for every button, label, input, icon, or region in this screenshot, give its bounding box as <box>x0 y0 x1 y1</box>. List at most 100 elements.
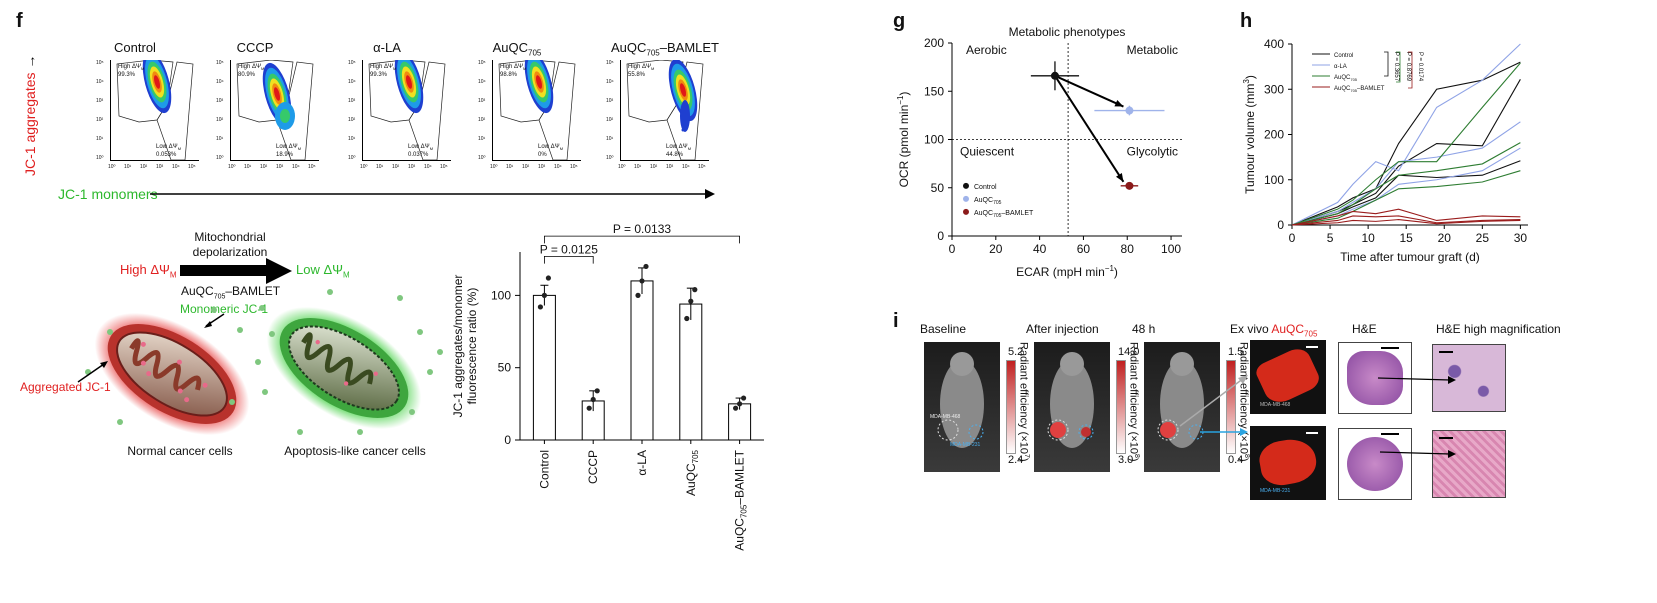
mito-schematic: Mitochondrial depolarization High ΔΨM Lo… <box>0 222 460 462</box>
y-axis-label: JC-1 aggregates/monomerfluorescence rati… <box>451 275 479 418</box>
y-tick-label: 0 <box>1277 218 1284 232</box>
flow-x-tick: 10³ <box>156 164 164 170</box>
depolarization-arrow <box>180 258 292 284</box>
high-dpsi-gate-label: High ΔΨM 99.3% <box>370 64 397 79</box>
colorbar-max: 1.5 <box>1228 346 1244 358</box>
data-point <box>635 292 641 298</box>
legend-suffix: –BAMLET <box>1001 210 1034 217</box>
series-line <box>1291 62 1521 226</box>
imaging-column-header: Ex vivo AuQC705 <box>1230 322 1318 339</box>
ex-vivo-signal <box>1256 435 1320 489</box>
y-label-close: ) <box>1243 75 1257 79</box>
tumour-signal <box>1050 422 1066 438</box>
legend-label: Control <box>1334 53 1353 59</box>
data-point <box>590 396 596 403</box>
legend-label: AuQC705–BAMLET <box>974 210 1034 219</box>
cell-line-231-label: MDA-MB-231 <box>1260 488 1291 494</box>
tumour-circle-468 <box>1047 419 1069 441</box>
quadrant-quiescent: Quiescent <box>960 145 1015 159</box>
mouse-head <box>950 352 974 376</box>
flow-x-tick: 10² <box>650 164 658 170</box>
y-axis-label-line2: fluorescence ratio (%) <box>465 288 479 405</box>
x-tick-label: 80 <box>1121 242 1135 256</box>
mouse-head <box>1060 352 1084 376</box>
density-contour <box>405 75 413 89</box>
y-axis-label-line1: JC-1 aggregates/monomer <box>451 275 465 418</box>
low-dpsi-gate-label: Low ΔΨM 0% <box>538 144 564 159</box>
y-tick-label: 100 <box>491 288 511 302</box>
colorbar-max: 5.2 <box>1008 346 1024 358</box>
data-point <box>733 405 739 411</box>
jc1-monomer-dots <box>85 289 443 435</box>
flow-y-tick: 10³ <box>216 98 224 104</box>
flow-y-tick: 10¹ <box>606 136 614 142</box>
data-point <box>684 315 690 322</box>
flow-y-tick: 10² <box>478 117 486 123</box>
series-line <box>1291 142 1521 226</box>
series-line <box>1291 170 1521 226</box>
density-contour <box>535 75 543 89</box>
cell-line-231-label: MDA-MB-231 <box>950 442 981 448</box>
flow-y-tick: 10⁴ <box>606 79 614 85</box>
flow-plot-title: AuQC705 <box>492 40 542 58</box>
flow-y-tick: 10¹ <box>478 136 486 142</box>
he-high-mag-image <box>1432 344 1506 412</box>
monomers-arrow <box>150 189 715 199</box>
flow-x-tick: 10⁰ <box>360 164 368 170</box>
flow-x-tick: 10³ <box>666 164 674 170</box>
y-tick-label: 0 <box>504 433 511 447</box>
x-tick-label: 0 <box>1289 231 1296 245</box>
flow-y-tick: 10⁰ <box>606 155 614 161</box>
flow-x-tick: 10⁴ <box>292 164 300 170</box>
tumour-circle-468 <box>1157 419 1179 441</box>
legend-sub: 705 <box>1350 88 1357 93</box>
aggregated-jc1-label: Aggregated JC-1 <box>20 380 111 394</box>
cell-line-468-label: MDA-MB-468 <box>930 414 961 420</box>
y-tick-label: 300 <box>1264 82 1284 96</box>
p-value-1: P = 0.0125 <box>540 242 598 256</box>
high-dpsi-gate-label: High ΔΨM 80.9% <box>238 64 265 79</box>
flow-x-tick: 10⁴ <box>682 164 690 170</box>
density-point <box>681 128 685 132</box>
flow-plot-title: CCCP <box>236 40 274 55</box>
flow-y-tick: 10³ <box>478 98 486 104</box>
chart-title: Metabolic phenotypes <box>1009 25 1126 39</box>
flow-x-tick: 10⁵ <box>440 164 448 170</box>
flow-x-tick: 10³ <box>538 164 546 170</box>
depol-line2: depolarization <box>192 245 268 259</box>
flow-y-tick: 10⁰ <box>216 155 224 161</box>
flow-density-plot <box>498 60 576 160</box>
data-point <box>1125 106 1134 115</box>
flow-x-tick: 10⁵ <box>570 164 578 170</box>
y-tick-label: 100 <box>1264 173 1284 187</box>
x-tick-label: 100 <box>1161 242 1181 256</box>
scale-bar <box>1381 433 1399 435</box>
x-axis-label: Time after tumour graft (d) <box>1340 250 1480 264</box>
pvalue-bracket <box>1396 51 1401 83</box>
he-tissue <box>1347 351 1403 405</box>
label-part: AuQC <box>733 518 747 551</box>
y-tick-label: 150 <box>924 84 944 98</box>
x-tick-label: 60 <box>1077 242 1091 256</box>
data-point <box>541 292 547 298</box>
imaging-column-header: H&E high magnification <box>1436 322 1561 336</box>
flow-x-tick: 10⁰ <box>108 164 116 170</box>
y-label-exp: −1 <box>896 95 905 105</box>
y-axis-label: OCR (pmol min−1) <box>896 92 911 188</box>
flow-plot-axes <box>492 60 581 161</box>
imaging-panel: Baseline After injection 48 h Ex vivo AuQC7… <box>910 320 1650 500</box>
legend-marker <box>963 208 969 215</box>
y-tick-label: 0 <box>937 229 944 243</box>
agent-label: AuQC705–BAMLET <box>181 284 281 301</box>
flow-y-tick: 10⁴ <box>216 79 224 85</box>
flow-y-tick: 10² <box>348 117 356 123</box>
legend-label: AuQC705–BAMLET <box>1334 86 1385 93</box>
panel-i-label: i <box>893 310 899 332</box>
flow-y-tick: 10¹ <box>216 136 224 142</box>
jc1-ratio-bar-chart: 0 50 100 JC-1 aggregates/monomerfluorescenc… <box>451 222 764 551</box>
cell-line-468-label: MDA-MB-468 <box>1260 402 1291 408</box>
he-low-mag-image <box>1338 428 1412 500</box>
low-dpsi-gate-label: Low ΔΨM 0.037% <box>408 144 434 159</box>
scale-bar <box>1381 347 1399 349</box>
density-contour <box>153 75 161 89</box>
